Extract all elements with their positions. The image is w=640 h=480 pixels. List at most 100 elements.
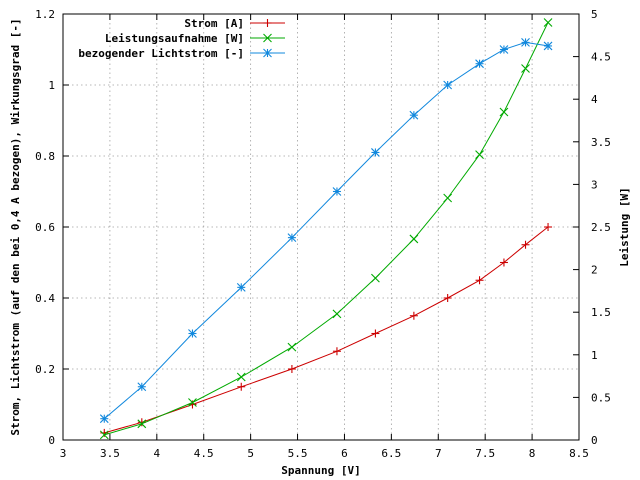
data-point-strom bbox=[443, 294, 452, 302]
data-point-lichtstrom bbox=[99, 414, 109, 424]
marker-stroke bbox=[499, 45, 509, 54]
data-point-strom bbox=[475, 276, 484, 285]
data-point-leistung bbox=[371, 273, 380, 283]
marker-stroke bbox=[475, 150, 484, 159]
data-point-lichtstrom bbox=[137, 382, 147, 392]
y2-tick-label: 1 bbox=[591, 349, 598, 362]
marker-stroke bbox=[543, 41, 553, 51]
data-point-leistung bbox=[543, 18, 553, 27]
marker-stroke bbox=[443, 193, 453, 203]
legend-marker-strom bbox=[263, 19, 272, 27]
legend-label-strom: Strom [A] bbox=[184, 17, 244, 30]
data-point-strom bbox=[287, 365, 296, 373]
data-point-strom bbox=[237, 382, 246, 391]
marker-stroke bbox=[263, 33, 272, 43]
marker-stroke bbox=[475, 59, 484, 69]
data-point-strom bbox=[409, 311, 418, 320]
x-tick-label: 5.5 bbox=[288, 447, 308, 460]
marker-stroke bbox=[409, 234, 419, 244]
y2-tick-label: 5 bbox=[591, 8, 598, 21]
y2-tick-label: 4 bbox=[591, 93, 598, 106]
series-line-strom bbox=[104, 226, 549, 434]
data-point-lichtstrom bbox=[521, 38, 530, 47]
data-point-leistung bbox=[287, 342, 297, 352]
y2-tick-label: 2 bbox=[591, 264, 598, 277]
y-axis-title: Strom, Lichtstrom (auf den bei 0,4 A bez… bbox=[9, 18, 22, 435]
marker-stroke bbox=[236, 372, 246, 382]
marker-stroke bbox=[99, 414, 109, 424]
data-point-strom bbox=[499, 258, 508, 267]
legend: Strom [A] Leistungsaufnahme [W] bezogender… bbox=[78, 17, 285, 60]
x-tick-label: 4.5 bbox=[194, 447, 214, 460]
y-tick-label: 0.4 bbox=[35, 292, 55, 305]
x-tick-label: 7.5 bbox=[475, 447, 495, 460]
x-tick-label: 4 bbox=[154, 447, 161, 460]
marker-stroke bbox=[371, 273, 380, 283]
marker-stroke bbox=[99, 430, 109, 440]
y2-tick-label: 1.5 bbox=[591, 306, 611, 319]
data-point-leistung bbox=[521, 64, 530, 73]
data-point-lichtstrom bbox=[332, 187, 342, 196]
data-point-strom bbox=[544, 223, 553, 231]
y2-tick-label: 4.5 bbox=[591, 51, 611, 64]
data-point-leistung bbox=[443, 193, 453, 203]
y2-tick-label: 2.5 bbox=[591, 221, 611, 234]
y-tick-label: 0 bbox=[48, 434, 55, 447]
data-point-leistung bbox=[409, 234, 419, 244]
marker-stroke bbox=[521, 64, 530, 73]
data-point-leistung bbox=[236, 372, 246, 382]
marker-stroke bbox=[137, 382, 147, 392]
x-tick-label: 5 bbox=[247, 447, 254, 460]
y-tick-label: 0.2 bbox=[35, 363, 55, 376]
x-tick-label: 8.5 bbox=[569, 447, 589, 460]
data-point-lichtstrom bbox=[409, 110, 419, 120]
data-point-leistung bbox=[137, 419, 147, 429]
legend-label-lichtstrom: bezogender Lichtstrom [-] bbox=[78, 47, 244, 60]
x-axis-title: Spannung [V] bbox=[281, 464, 360, 477]
y-tick-label: 0.6 bbox=[35, 221, 55, 234]
marker-stroke bbox=[188, 398, 197, 407]
data-point-lichtstrom bbox=[543, 41, 553, 51]
marker-stroke bbox=[543, 18, 553, 27]
x-tick-label: 3 bbox=[60, 447, 67, 460]
y-tick-label: 1 bbox=[48, 79, 55, 92]
data-point-strom bbox=[100, 428, 109, 437]
y-tick-label: 0.8 bbox=[35, 150, 55, 163]
series-group bbox=[99, 18, 553, 440]
marker-stroke bbox=[499, 107, 509, 117]
axis-ticks: 3 3.5 4 4.5 5 5.5 6 6.5 7 7.5 8 8.500.20.40.60.811.… bbox=[35, 8, 611, 460]
data-point-strom bbox=[332, 347, 341, 356]
y2-tick-label: 0 bbox=[591, 434, 598, 447]
data-point-leistung bbox=[475, 150, 484, 159]
data-point-lichtstrom bbox=[371, 148, 380, 157]
y2-tick-label: 3 bbox=[591, 178, 598, 191]
data-point-leistung bbox=[99, 430, 109, 440]
y2-axis-title: Leistung [W] bbox=[618, 187, 631, 266]
y2-tick-label: 3.5 bbox=[591, 136, 611, 149]
series-line-lichtstrom bbox=[103, 41, 549, 420]
data-point-lichtstrom bbox=[443, 80, 453, 90]
data-point-leistung bbox=[188, 398, 197, 407]
x-tick-label: 7 bbox=[435, 447, 442, 460]
data-point-strom bbox=[371, 329, 380, 338]
legend-label-leistung: Leistungsaufnahme [W] bbox=[105, 32, 244, 45]
marker-stroke bbox=[287, 342, 297, 352]
data-point-strom bbox=[521, 240, 530, 249]
data-point-leistung bbox=[499, 107, 509, 117]
data-point-lichtstrom bbox=[475, 59, 484, 69]
data-point-lichtstrom bbox=[188, 329, 197, 338]
legend-marker-leistung bbox=[263, 33, 272, 43]
marker-stroke bbox=[371, 148, 380, 157]
y2-tick-label: 0.5 bbox=[591, 391, 611, 404]
data-point-lichtstrom bbox=[287, 233, 297, 243]
marker-stroke bbox=[409, 110, 419, 120]
x-tick-label: 6 bbox=[341, 447, 348, 460]
x-tick-label: 6.5 bbox=[381, 447, 401, 460]
x-tick-label: 3.5 bbox=[100, 447, 120, 460]
data-point-leistung bbox=[332, 309, 342, 319]
series-line-leistung bbox=[104, 22, 549, 436]
marker-stroke bbox=[137, 419, 147, 429]
data-point-strom bbox=[188, 400, 197, 409]
y-tick-label: 1.2 bbox=[35, 8, 55, 21]
data-point-lichtstrom bbox=[499, 45, 509, 54]
